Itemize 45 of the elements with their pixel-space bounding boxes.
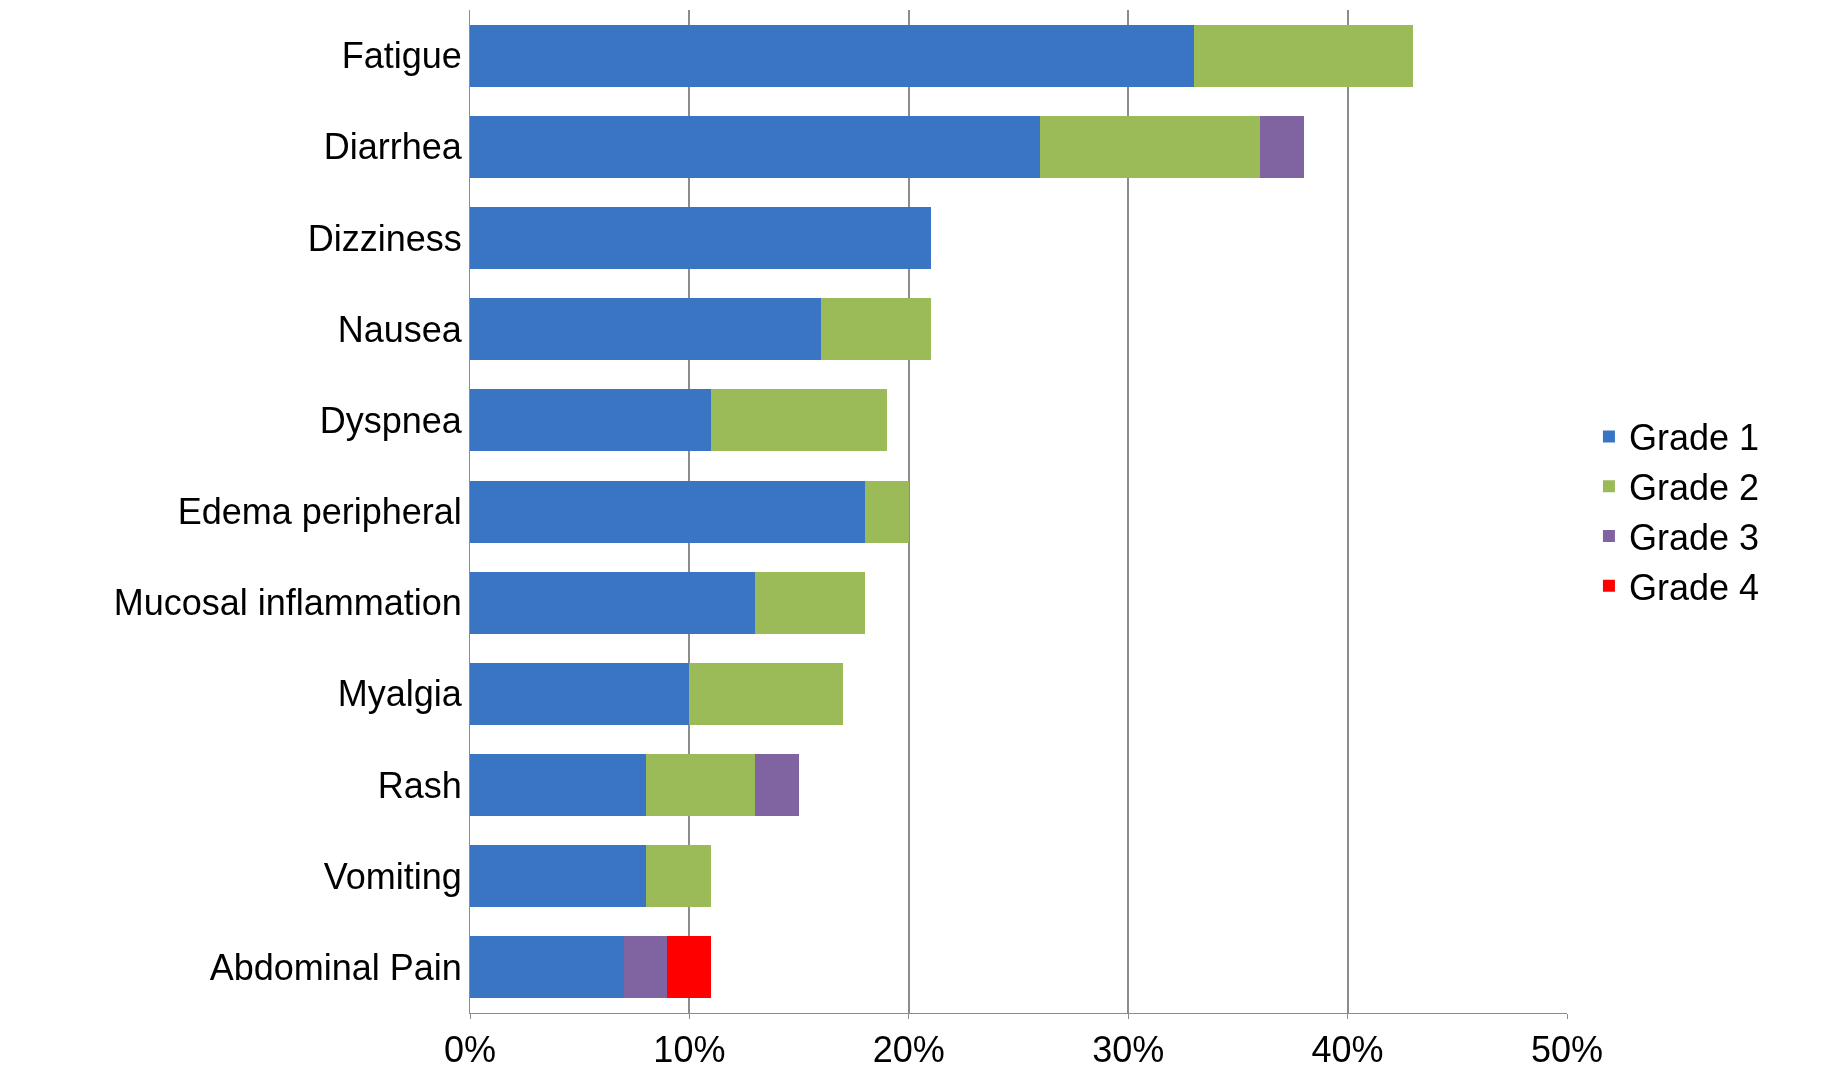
y-tick-label: Dizziness [307, 217, 462, 259]
x-tick-label: 20% [872, 1029, 945, 1071]
y-tick-label: Diarrhea [323, 126, 463, 168]
bar [623, 936, 668, 999]
bar [667, 936, 712, 999]
x-tick-label: 10% [653, 1029, 726, 1071]
bar [1194, 24, 1414, 87]
legend-label: Grade 4 [1628, 566, 1760, 608]
bar [1040, 115, 1260, 178]
bar [645, 845, 712, 908]
bar [470, 480, 865, 543]
bar [470, 389, 712, 452]
bar [470, 571, 756, 634]
y-tick-label: Vomiting [323, 855, 462, 897]
y-tick-label: Nausea [337, 308, 463, 350]
bar [821, 298, 931, 361]
bar [470, 662, 690, 725]
legend-label: Grade 3 [1628, 517, 1760, 559]
bar [470, 936, 624, 999]
legend-label: Grade 1 [1628, 417, 1760, 459]
x-tick-label: 30% [1092, 1029, 1165, 1071]
y-tick-label: Abdominal Pain [209, 947, 462, 989]
bar [755, 754, 800, 817]
bar [864, 480, 909, 543]
bar [711, 389, 887, 452]
bar [755, 571, 865, 634]
bar [689, 662, 843, 725]
legend-label: Grade 2 [1628, 467, 1760, 509]
y-tick-label: Myalgia [337, 673, 463, 715]
x-tick-label: 40% [1311, 1029, 1384, 1071]
bar [470, 115, 1041, 178]
bar [645, 754, 756, 817]
x-tick-label: 50% [1530, 1029, 1604, 1071]
bar [470, 206, 931, 269]
y-tick-label: Dyspnea [319, 399, 463, 441]
bar [470, 754, 646, 817]
x-tick-label: 0% [443, 1029, 497, 1071]
y-tick-label: Rash [377, 764, 462, 806]
bar [470, 845, 646, 908]
y-tick-label: Edema peripheral [177, 491, 462, 533]
y-tick-label: Fatigue [341, 35, 462, 77]
bar [470, 24, 1195, 87]
bar [1259, 115, 1304, 178]
bar [470, 298, 822, 361]
y-tick-label: Mucosal inflammation [113, 582, 462, 624]
